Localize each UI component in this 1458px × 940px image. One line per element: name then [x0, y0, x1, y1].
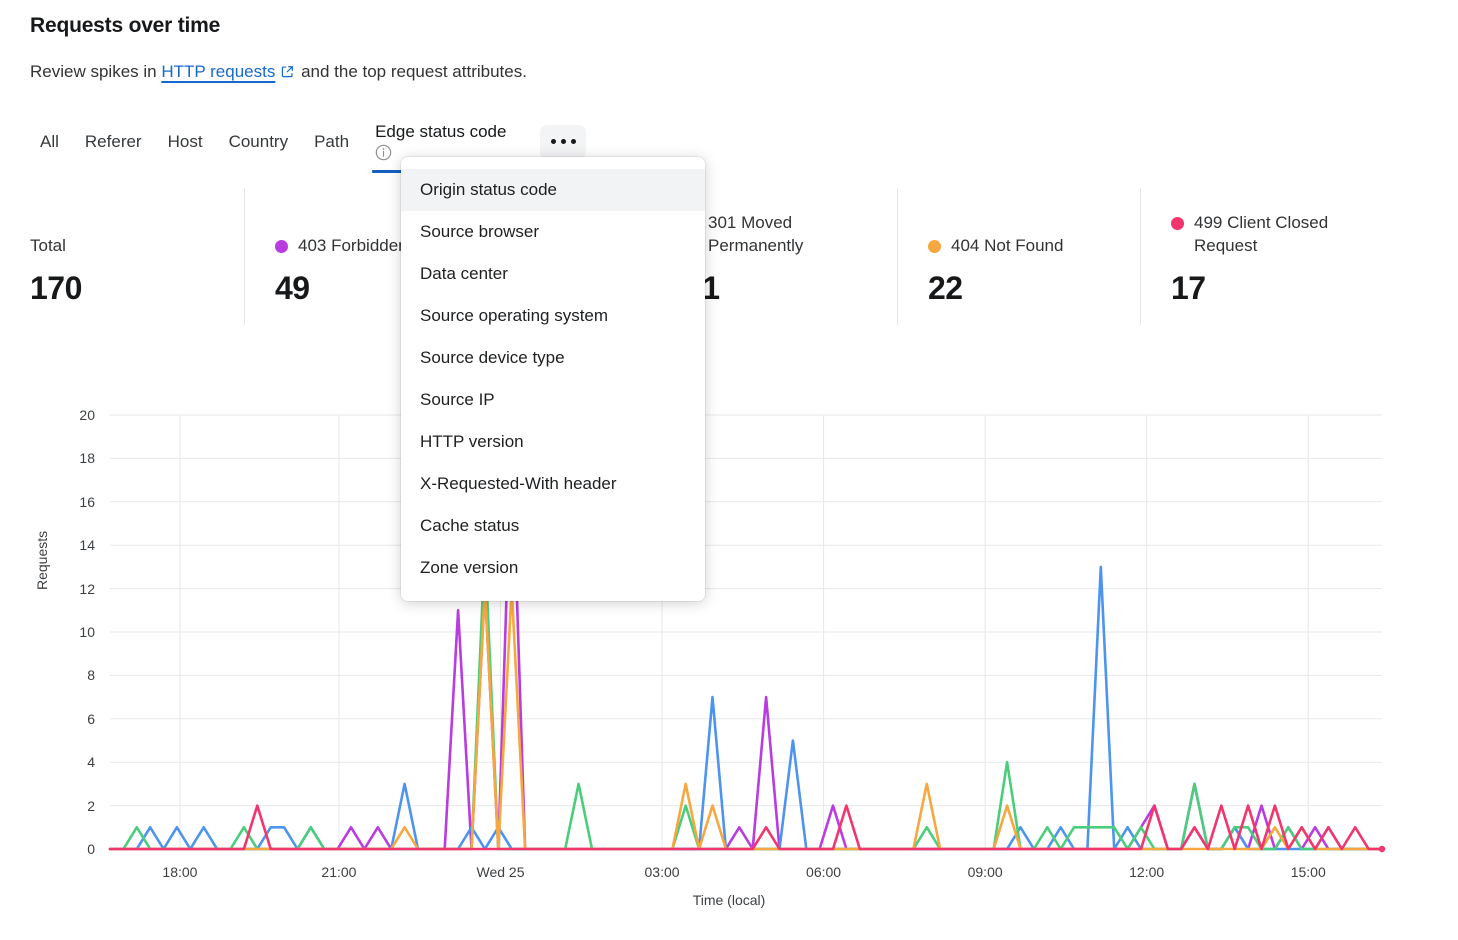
- subtitle-prefix: Review spikes in: [30, 62, 162, 81]
- dropdown-item-source-browser[interactable]: Source browser: [420, 222, 540, 241]
- http-requests-link[interactable]: HTTP requests: [161, 62, 276, 81]
- x-tick-label: 03:00: [644, 864, 680, 880]
- ellipsis-dot: [570, 139, 576, 144]
- y-tick-label: 0: [87, 841, 95, 857]
- stat-label: 403 Forbidden: [275, 235, 456, 258]
- dropdown-item-source-ip[interactable]: Source IP: [420, 390, 495, 409]
- y-tick-label: 6: [87, 710, 95, 727]
- tab-path[interactable]: Path: [301, 128, 362, 164]
- stat-value: 170: [30, 270, 82, 306]
- dropdown-item-data-center[interactable]: Data center: [420, 264, 508, 283]
- stat-card-total: Total 170: [30, 188, 244, 325]
- series-color-swatch: [275, 240, 288, 254]
- dropdown-item-source-device-type[interactable]: Source device type: [420, 348, 565, 367]
- series-end-marker: [1378, 845, 1386, 853]
- dropdown-item-cache-status[interactable]: Cache status: [420, 516, 520, 535]
- stat-card-403-forbidden: 403 Forbidden 49: [244, 188, 456, 325]
- chart-svg: [108, 414, 1386, 853]
- stat-label-text: 499 Client Closed Request: [1194, 213, 1329, 256]
- chart-series-line: [108, 565, 1384, 851]
- x-tick-label: Wed 25: [476, 864, 525, 880]
- stat-label: 301 Moved Permanently: [685, 212, 897, 258]
- tab-label: Path: [314, 131, 350, 151]
- subtitle-suffix: and the top request attributes.: [296, 62, 527, 81]
- dropdown-item-source-operating-system[interactable]: Source operating system: [420, 306, 609, 325]
- tab-host[interactable]: Host: [155, 128, 216, 164]
- stat-value: 49: [275, 270, 310, 306]
- page-subtitle: Review spikes in HTTP requests and the t…: [30, 62, 527, 82]
- attribute-dropdown-menu[interactable]: Origin status code Source browser Data c…: [401, 157, 705, 601]
- x-tick-label: 06:00: [806, 864, 842, 880]
- chart-series-line: [108, 435, 1384, 851]
- y-tick-label: 8: [87, 667, 95, 684]
- tab-referer[interactable]: Referer: [72, 128, 155, 164]
- x-tick-label: 09:00: [967, 864, 1003, 880]
- stat-card-499-client-closed-request: 499 Client Closed Request 17: [1140, 188, 1390, 325]
- stat-value: 41: [685, 270, 897, 307]
- y-tick-label: 4: [87, 754, 95, 771]
- ellipsis-dot: [550, 139, 556, 144]
- x-axis-title: Time (local): [692, 892, 766, 908]
- dropdown-item-x-requested-with-header[interactable]: X-Requested-With header: [420, 474, 617, 493]
- chart-series-line: [108, 543, 1384, 851]
- stat-label-text: 301 Moved Permanently: [708, 213, 804, 256]
- series-color-swatch: [928, 240, 941, 254]
- dropdown-item-origin-status-code[interactable]: Origin status code: [401, 169, 705, 211]
- stat-label-text: 404 Not Found: [951, 236, 1064, 256]
- series-color-swatch: [1171, 217, 1184, 231]
- stat-value: 22: [928, 270, 963, 306]
- summary-stats: Total 170 403 Forbidden 49 301 Moved Per…: [30, 188, 1436, 325]
- stat-label: 404 Not Found: [928, 235, 1140, 258]
- stat-label-text: Total: [30, 236, 66, 256]
- y-tick-label: 12: [79, 580, 95, 597]
- chart-series-line: [108, 804, 1384, 851]
- x-tick-label: 21:00: [321, 864, 357, 880]
- dropdown-item-zone-version[interactable]: Zone version: [420, 558, 519, 577]
- stat-card-404-not-found: 404 Not Found 22: [897, 188, 1140, 325]
- tab-label: Edge status code: [375, 122, 507, 141]
- tab-label: Referer: [84, 131, 142, 151]
- x-tick-label: 18:00: [162, 864, 198, 880]
- y-tick-label: 10: [79, 624, 95, 640]
- external-link-icon: [281, 65, 294, 78]
- x-tick-label: 12:00: [1129, 864, 1165, 880]
- tab-label: Host: [167, 131, 203, 151]
- y-axis-title: Requests: [34, 530, 50, 590]
- x-tick-label: 15:00: [1290, 864, 1326, 880]
- y-tick-label: 18: [79, 450, 95, 467]
- y-tick-label: 16: [79, 493, 95, 510]
- tab-country[interactable]: Country: [216, 128, 302, 164]
- more-attributes-button[interactable]: [540, 124, 587, 159]
- page-title: Requests over time: [30, 14, 221, 37]
- requests-over-time-chart: [0, 395, 1458, 940]
- stat-value: 17: [1171, 270, 1206, 306]
- dropdown-item-http-version[interactable]: HTTP version: [420, 432, 524, 451]
- info-icon[interactable]: [375, 144, 513, 161]
- tab-label: Country: [228, 131, 289, 151]
- tab-label: All: [40, 131, 59, 151]
- y-tick-label: 14: [79, 537, 95, 554]
- stat-label: 499 Client Closed Request: [1171, 212, 1390, 258]
- ellipsis-dot: [560, 139, 566, 144]
- stat-label-text: 403 Forbidden: [298, 236, 408, 256]
- tab-all[interactable]: All: [27, 128, 72, 164]
- stat-label: Total: [30, 235, 244, 258]
- y-tick-label: 2: [87, 797, 95, 814]
- y-tick-label: 20: [79, 407, 95, 423]
